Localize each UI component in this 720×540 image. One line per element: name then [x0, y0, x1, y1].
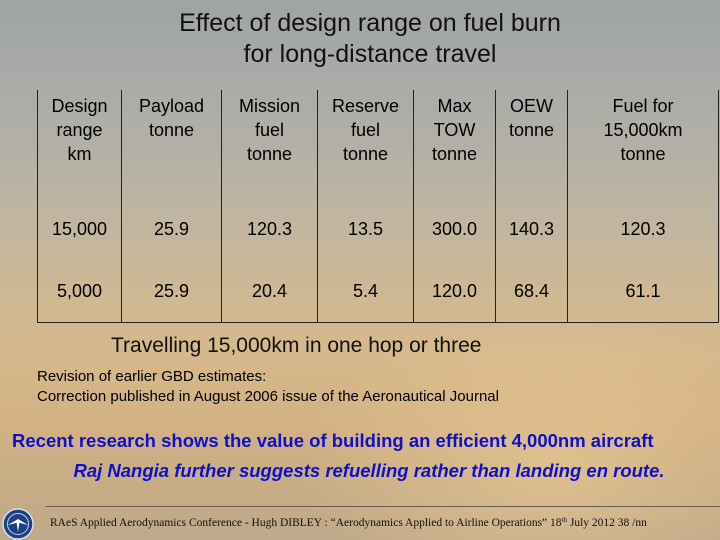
header-text: Max — [437, 96, 472, 116]
research-highlight: Recent research shows the value of build… — [12, 430, 654, 451]
header-text: fuel — [254, 120, 285, 140]
header-text: tonne — [508, 120, 555, 140]
header-text: fuel — [350, 120, 381, 140]
table-cell: 20.4 — [221, 260, 318, 323]
table-row: 15,000 25.9 120.3 13.5 300.0 140.3 120.3 — [37, 198, 719, 260]
table-cell: 68.4 — [495, 260, 568, 323]
header-text: tonne — [620, 144, 666, 164]
header-payload: Payload tonne — [121, 90, 222, 198]
header-text: Mission — [238, 96, 300, 116]
subheading: Travelling 15,000km in one hop or three — [111, 334, 482, 357]
header-text: Payload — [138, 96, 205, 116]
footer-text: RAeS Applied Aerodynamics Conference - H… — [50, 516, 647, 529]
header-text: 15,000km — [603, 120, 683, 140]
header-text: tonne — [148, 120, 195, 140]
header-text: Design — [51, 96, 108, 116]
table-cell: 15,000 — [37, 198, 122, 260]
header-oew: OEW tonne — [495, 90, 568, 198]
table-header-row: Design range km Payload tonne Mission fu… — [37, 90, 719, 198]
table-cell: 5,000 — [37, 260, 122, 323]
header-max-tow: Max TOW tonne — [413, 90, 496, 198]
slide-title: Effect of design range on fuel burn for … — [0, 8, 720, 70]
table-cell: 25.9 — [121, 198, 222, 260]
fuel-burn-table: Design range km Payload tonne Mission fu… — [37, 90, 719, 323]
header-text: tonne — [342, 144, 389, 164]
table-cell: 61.1 — [567, 260, 719, 323]
table-cell: 120.0 — [413, 260, 496, 323]
header-mission-fuel: Mission fuel tonne — [221, 90, 318, 198]
footer-divider — [46, 506, 720, 507]
header-text: OEW — [510, 96, 553, 116]
revision-note-line: Correction published in August 2006 issu… — [37, 388, 499, 405]
header-text: Reserve — [331, 96, 400, 116]
header-text: TOW — [433, 120, 476, 140]
header-design-range: Design range km — [37, 90, 122, 198]
footer-text-date-page: July 2012 38 /nn — [566, 517, 647, 529]
table-cell: 120.3 — [567, 198, 719, 260]
header-fuel-for-15000km: Fuel for 15,000km tonne — [567, 90, 719, 198]
table-cell: 25.9 — [121, 260, 222, 323]
footer-text-main: RAeS Applied Aerodynamics Conference - H… — [50, 517, 562, 529]
nangia-suggestion: Raj Nangia further suggests refuelling r… — [73, 460, 665, 481]
table-cell: 120.3 — [221, 198, 318, 260]
table-cell: 13.5 — [317, 198, 414, 260]
table-cell: 140.3 — [495, 198, 568, 260]
revision-notes: Revision of earlier GBD estimates: Corre… — [37, 367, 499, 407]
header-text: Fuel for — [612, 96, 674, 116]
header-text: range — [56, 120, 103, 140]
table-cell: 5.4 — [317, 260, 414, 323]
slide-title-line-1: Effect of design range on fuel burn — [179, 9, 561, 37]
footer-superscript: th — [561, 516, 567, 524]
table-row: 5,000 25.9 20.4 5.4 120.0 68.4 61.1 — [37, 260, 719, 323]
header-text: km — [67, 144, 92, 164]
header-reserve-fuel: Reserve fuel tonne — [317, 90, 414, 198]
raes-logo-icon — [2, 508, 34, 540]
header-text: tonne — [246, 144, 293, 164]
header-text: tonne — [431, 144, 478, 164]
revision-note-line: Revision of earlier GBD estimates: — [37, 368, 267, 385]
slide-title-line-2: for long-distance travel — [243, 40, 497, 68]
table-cell: 300.0 — [413, 198, 496, 260]
